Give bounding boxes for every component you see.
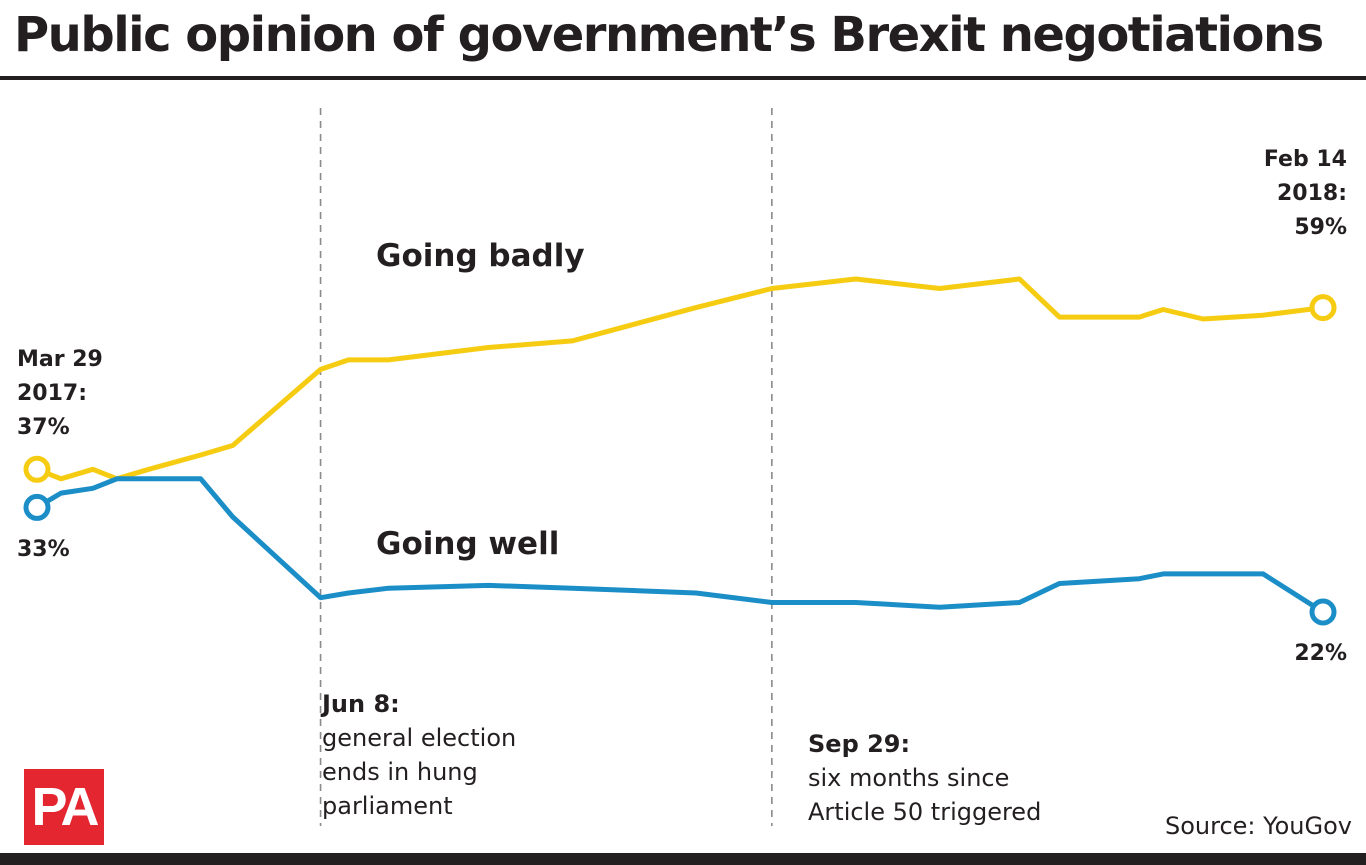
series-line-badly — [34, 276, 1326, 482]
bottom-rule — [0, 853, 1366, 865]
series-line-well — [34, 476, 1326, 615]
annotation-sep29-date: Sep 29: — [808, 730, 910, 758]
pa-logo: PA — [24, 769, 104, 845]
end-marker-well-end — [1309, 598, 1337, 626]
end-marker-badly-start — [23, 455, 51, 483]
start-year-label: 2017: — [17, 381, 87, 406]
annotation-jun8-line: general election — [322, 724, 516, 752]
start-well-value: 33% — [17, 537, 70, 562]
annotation-jun8-line: ends in hung — [322, 758, 478, 786]
end-year-label: 2018: — [1277, 181, 1347, 206]
annotation-jun8-line: parliament — [322, 792, 453, 820]
source-note: Source: YouGov — [1165, 812, 1352, 840]
chart-title: Public opinion of government’s Brexit ne… — [14, 7, 1324, 63]
start-date-label: Mar 29 — [17, 347, 103, 372]
annotation-sep29-line: Article 50 triggered — [808, 798, 1041, 826]
title-rule — [0, 76, 1366, 80]
annotation-jun8-date: Jun 8: — [320, 690, 400, 718]
start-badly-value: 37% — [17, 415, 70, 440]
series-label-badly: Going badly — [376, 238, 585, 274]
end-marker-well-start — [23, 493, 51, 521]
end-marker-badly-end — [1309, 294, 1337, 322]
end-badly-value: 59% — [1294, 215, 1347, 240]
annotation-sep29-line: six months since — [808, 764, 1009, 792]
end-date-label: Feb 14 — [1264, 147, 1347, 172]
series-label-well: Going well — [376, 526, 559, 562]
end-well-value: 22% — [1294, 641, 1347, 666]
